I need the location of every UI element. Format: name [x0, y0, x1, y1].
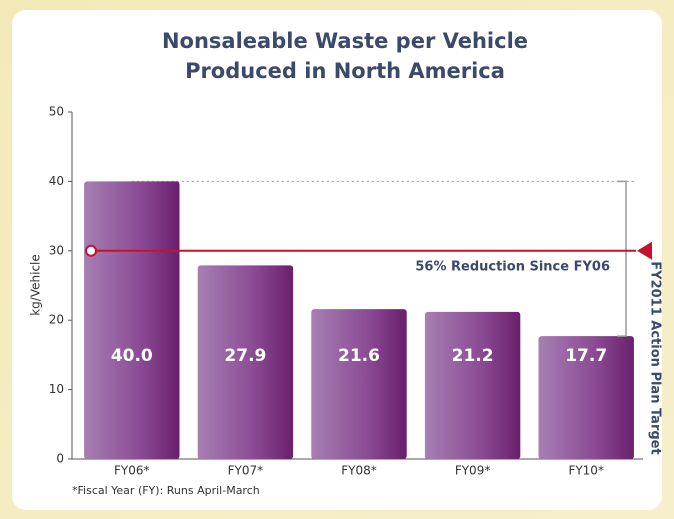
- bar: [311, 309, 407, 459]
- target-arrow: [637, 241, 652, 260]
- annotation: FY2011 Action Plan Target: [648, 261, 663, 454]
- value-label: 21.2: [452, 346, 494, 366]
- bar: [197, 265, 294, 459]
- y-tick-label: 20: [49, 313, 64, 327]
- value-label: 27.9: [224, 346, 266, 366]
- target-marker: [85, 244, 97, 257]
- y-tick-label: 30: [49, 243, 64, 257]
- value-label: 40.0: [111, 346, 153, 366]
- chart-title: Nonsaleable Waste per Vehicle: [162, 29, 528, 53]
- chart-title: Produced in North America: [185, 59, 505, 83]
- x-tick-label: FY06*: [114, 464, 150, 478]
- bar: [424, 311, 521, 459]
- footnote: *Fiscal Year (FY): Runs April-March: [72, 484, 260, 497]
- bar: [538, 336, 634, 459]
- x-tick-label: FY07*: [228, 464, 264, 478]
- y-tick-label: 50: [49, 105, 64, 119]
- value-label: 21.6: [338, 346, 380, 366]
- annotation: 56% Reduction Since FY06: [415, 260, 610, 275]
- x-tick-label: FY09*: [455, 464, 491, 478]
- y-tick-label: 0: [56, 452, 64, 466]
- y-tick-label: 40: [49, 174, 64, 188]
- x-tick-label: FY08*: [341, 464, 377, 478]
- bracket: [617, 180, 627, 337]
- x-tick-label: FY10*: [568, 464, 604, 478]
- y-tick-label: 10: [49, 382, 64, 396]
- value-label: 17.7: [565, 346, 607, 366]
- y-axis-label: kg/Vehicle: [29, 254, 43, 316]
- bar: [84, 181, 180, 459]
